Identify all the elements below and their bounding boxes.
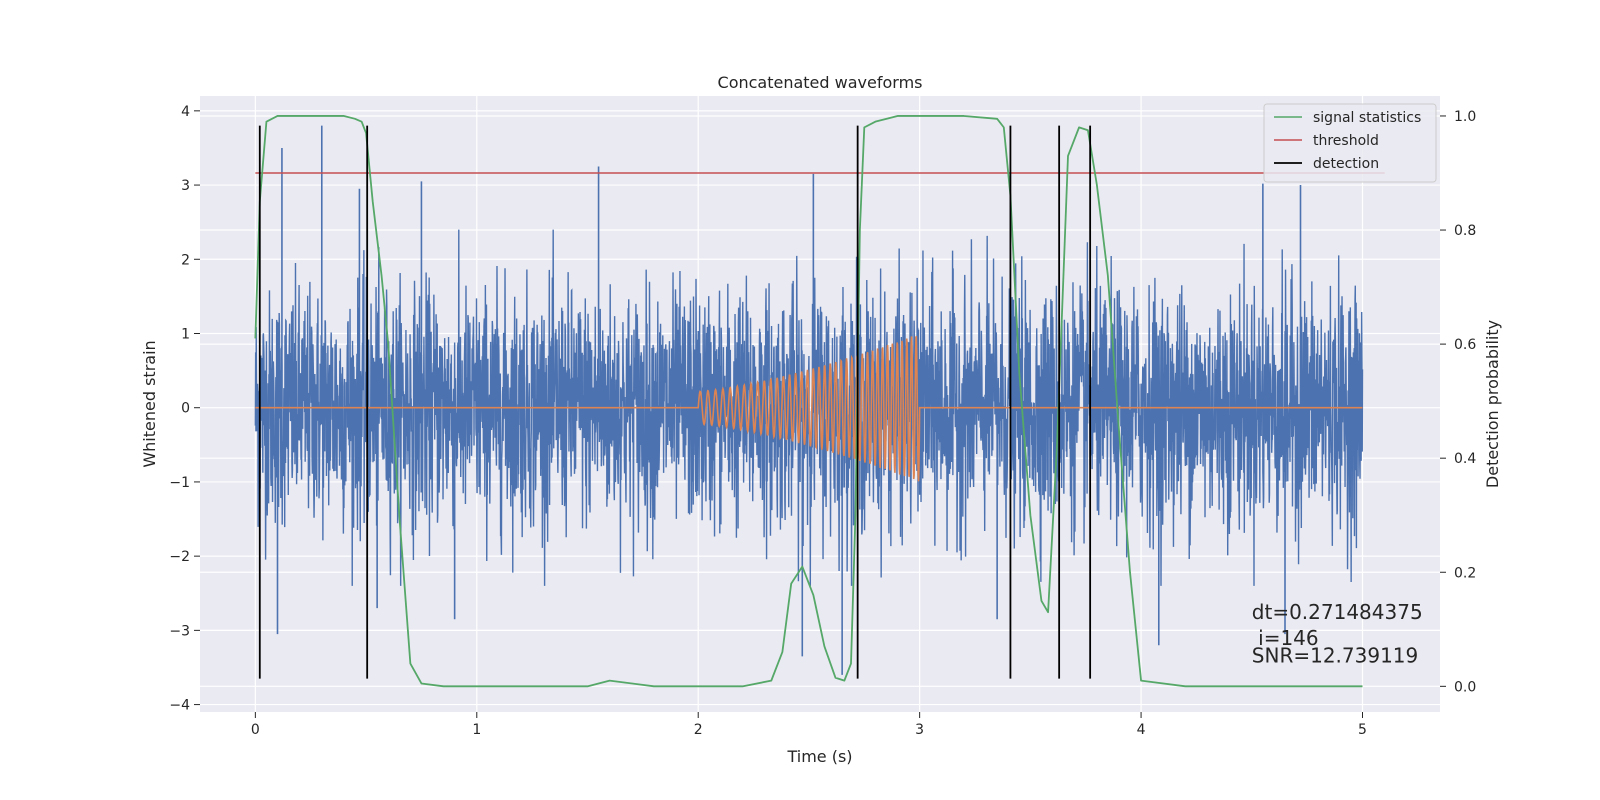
y-axis-label: Whitened strain xyxy=(140,340,159,467)
chart-title: Concatenated waveforms xyxy=(718,73,923,92)
legend-label-signal-statistics: signal statistics xyxy=(1313,110,1421,126)
y-tick-label: −4 xyxy=(169,698,190,714)
y-tick-label: −2 xyxy=(169,549,190,565)
y-axis-right: 0.0 0.2 0.4 0.6 0.8 1.0 xyxy=(1440,109,1476,695)
annotation-text: dt=0.271484375 xyxy=(1252,600,1423,624)
x-tick-label: 3 xyxy=(915,722,924,738)
series-group xyxy=(254,125,1364,675)
legend-label-threshold: threshold xyxy=(1313,133,1379,149)
x-axis-label: Time (s) xyxy=(786,747,852,766)
y-tick-label: 3 xyxy=(181,178,190,194)
y-right-tick-label: 1.0 xyxy=(1454,109,1476,125)
annotation-text: SNR=12.739119 xyxy=(1252,643,1418,667)
y-axis-left: −4 −3 −2 −1 0 1 2 3 4 xyxy=(169,104,200,714)
x-tick-label: 5 xyxy=(1358,722,1367,738)
x-tick-label: 2 xyxy=(694,722,703,738)
y-tick-label: 4 xyxy=(181,104,190,120)
x-tick-label: 4 xyxy=(1137,722,1146,738)
legend-label-detection: detection xyxy=(1313,156,1379,172)
template-series xyxy=(255,336,1363,482)
y-axis-right-label: Detection probability xyxy=(1483,320,1502,488)
y-right-tick-label: 0.8 xyxy=(1454,223,1476,239)
series-layer xyxy=(254,115,1385,688)
x-axis: 0 1 2 3 4 5 xyxy=(251,712,1367,738)
y-right-tick-label: 0.6 xyxy=(1454,337,1476,353)
legend-box xyxy=(1263,103,1437,183)
legend: signal statistics threshold detection xyxy=(1263,103,1437,183)
x-tick-label: 0 xyxy=(251,722,260,738)
y-right-tick-label: 0.0 xyxy=(1454,679,1476,695)
y-tick-label: 1 xyxy=(181,326,190,342)
annotation-text: i=146 xyxy=(1252,626,1319,650)
x-tick-label: 1 xyxy=(472,722,481,738)
signal-statistics-line xyxy=(254,115,1363,688)
y-tick-label: −1 xyxy=(169,475,190,491)
noise-series xyxy=(254,229,1364,586)
y-tick-label: 0 xyxy=(181,401,190,417)
y-tick-label: −3 xyxy=(169,623,190,639)
y-right-tick-label: 0.2 xyxy=(1454,565,1476,581)
y-right-tick-label: 0.4 xyxy=(1454,451,1476,467)
y-tick-label: 2 xyxy=(181,252,190,268)
